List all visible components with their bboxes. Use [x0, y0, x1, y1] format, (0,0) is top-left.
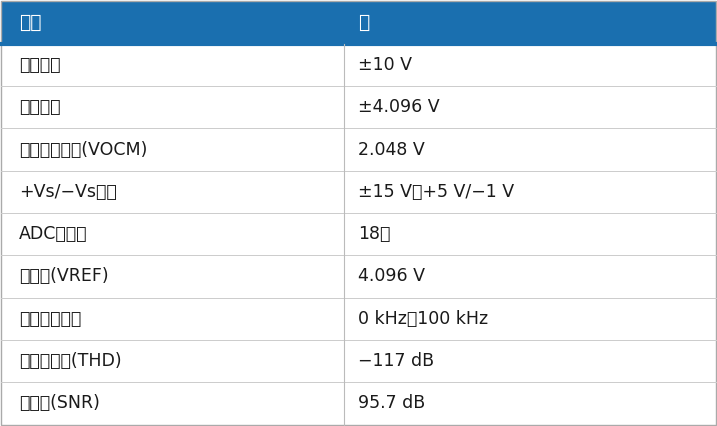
Text: ADC全差分: ADC全差分	[19, 225, 87, 243]
Text: 2.048 V: 2.048 V	[358, 141, 425, 158]
Text: 4.096 V: 4.096 V	[358, 268, 425, 285]
Text: 输入差分: 输入差分	[19, 56, 61, 74]
Text: 输出差分: 输出差分	[19, 98, 61, 116]
Text: ±4.096 V: ±4.096 V	[358, 98, 440, 116]
Text: 输出共模电压(VOCM): 输出共模电压(VOCM)	[19, 141, 148, 158]
Text: 总谐波失真(THD): 总谐波失真(THD)	[19, 352, 122, 370]
Text: ±10 V: ±10 V	[358, 56, 412, 74]
Text: −117 dB: −117 dB	[358, 352, 435, 370]
Text: 准电压(VREF): 准电压(VREF)	[19, 268, 109, 285]
Text: 信噪比(SNR): 信噪比(SNR)	[19, 394, 100, 412]
FancyBboxPatch shape	[1, 1, 716, 44]
Text: +Vs/−Vs电源: +Vs/−Vs电源	[19, 183, 117, 201]
Text: 18位: 18位	[358, 225, 391, 243]
Text: 值: 值	[358, 13, 370, 32]
Text: 0 kHz至100 kHz: 0 kHz至100 kHz	[358, 310, 488, 328]
Text: 95.7 dB: 95.7 dB	[358, 394, 426, 412]
Text: 输入频率范围: 输入频率范围	[19, 310, 82, 328]
Text: ±15 V、+5 V/−1 V: ±15 V、+5 V/−1 V	[358, 183, 515, 201]
Text: 参数: 参数	[19, 13, 42, 32]
